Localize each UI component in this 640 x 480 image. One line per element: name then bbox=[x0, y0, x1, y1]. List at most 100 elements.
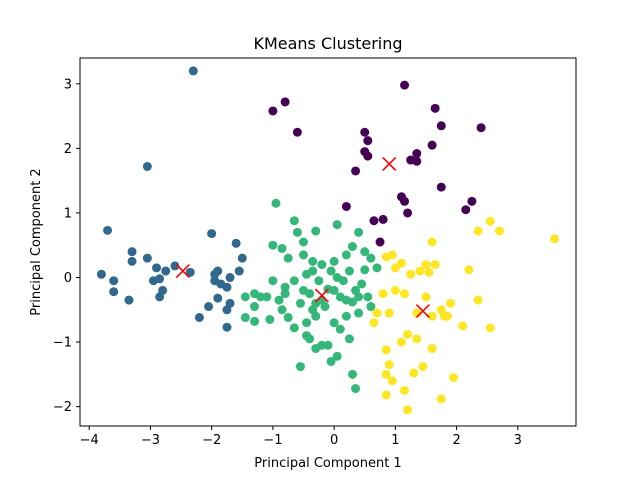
data-point bbox=[400, 80, 410, 90]
centroid-marker bbox=[314, 288, 329, 303]
data-point bbox=[338, 276, 348, 286]
data-point bbox=[109, 287, 119, 297]
data-point bbox=[344, 334, 354, 344]
data-point bbox=[430, 260, 440, 270]
x-tick-label: −2 bbox=[202, 433, 221, 448]
data-point bbox=[430, 103, 440, 113]
data-point bbox=[152, 263, 162, 273]
data-point bbox=[225, 273, 235, 283]
data-point bbox=[311, 344, 321, 354]
data-point bbox=[332, 220, 342, 230]
data-point bbox=[360, 265, 370, 275]
data-point bbox=[378, 214, 388, 224]
data-point bbox=[354, 227, 364, 237]
data-point bbox=[240, 292, 250, 302]
data-point bbox=[142, 161, 152, 171]
data-point bbox=[476, 123, 486, 133]
data-point bbox=[445, 298, 455, 308]
data-point bbox=[485, 323, 495, 333]
data-point bbox=[418, 362, 428, 372]
centroid-marker bbox=[175, 263, 190, 279]
data-point bbox=[387, 376, 397, 386]
x-tick-label: −4 bbox=[80, 433, 99, 448]
data-point bbox=[436, 121, 446, 131]
data-point bbox=[381, 345, 391, 355]
data-point bbox=[381, 390, 391, 400]
x-tick-label: 1 bbox=[391, 433, 399, 448]
data-point bbox=[403, 208, 413, 218]
data-point bbox=[360, 247, 370, 257]
data-point bbox=[308, 256, 318, 266]
data-point bbox=[427, 237, 437, 247]
plot-frame bbox=[79, 57, 577, 427]
data-point bbox=[332, 351, 342, 361]
x-tick-label: 3 bbox=[514, 433, 522, 448]
data-point bbox=[347, 242, 357, 252]
data-point bbox=[415, 266, 425, 276]
x-axis-ticks: −4 −3 −2 −1 0 1 2 3 bbox=[80, 426, 522, 448]
data-point bbox=[317, 260, 327, 270]
data-point bbox=[295, 298, 305, 308]
data-point bbox=[400, 385, 410, 395]
chart-title: KMeans Clustering bbox=[253, 34, 402, 53]
data-point bbox=[155, 274, 165, 284]
centroids-layer bbox=[175, 156, 430, 319]
data-point bbox=[458, 321, 468, 331]
data-point bbox=[363, 292, 373, 302]
data-point bbox=[381, 369, 391, 379]
data-point bbox=[277, 305, 287, 315]
data-point bbox=[185, 267, 195, 277]
data-point bbox=[283, 253, 293, 263]
data-point bbox=[412, 334, 422, 344]
y-tick-label: 1 bbox=[64, 206, 72, 221]
data-point bbox=[127, 256, 137, 266]
data-point bbox=[289, 216, 299, 226]
y-axis-ticks: −2 −1 0 1 2 3 bbox=[53, 77, 80, 415]
data-point bbox=[302, 269, 312, 279]
data-point bbox=[461, 205, 471, 215]
data-point bbox=[363, 136, 373, 146]
data-point bbox=[347, 369, 357, 379]
data-point bbox=[240, 313, 250, 323]
y-tick-label: −1 bbox=[53, 336, 72, 351]
data-point bbox=[390, 285, 400, 295]
data-point bbox=[311, 226, 321, 236]
data-point bbox=[473, 295, 483, 305]
data-point bbox=[436, 182, 446, 192]
x-tick-label: −1 bbox=[263, 433, 282, 448]
y-tick-label: 3 bbox=[64, 77, 72, 92]
data-point bbox=[277, 243, 287, 253]
data-point bbox=[357, 279, 367, 289]
data-point bbox=[403, 329, 413, 339]
data-point bbox=[341, 250, 351, 260]
data-point bbox=[234, 266, 244, 276]
data-point bbox=[222, 322, 232, 332]
data-point bbox=[369, 318, 379, 328]
data-point bbox=[127, 247, 137, 257]
data-point bbox=[369, 216, 379, 226]
data-point bbox=[305, 289, 315, 299]
data-point bbox=[314, 276, 324, 286]
data-point bbox=[390, 263, 400, 273]
data-point bbox=[308, 305, 318, 315]
data-point bbox=[320, 302, 330, 312]
data-point bbox=[351, 166, 361, 176]
data-point bbox=[360, 127, 370, 137]
data-point bbox=[421, 292, 431, 302]
data-point bbox=[439, 311, 449, 321]
data-point bbox=[329, 256, 339, 266]
data-point bbox=[213, 266, 223, 276]
data-point bbox=[210, 276, 220, 286]
data-point bbox=[265, 314, 275, 324]
data-point bbox=[204, 302, 214, 312]
data-point bbox=[467, 196, 477, 206]
x-axis-label: Principal Component 1 bbox=[254, 456, 401, 471]
y-tick-label: −2 bbox=[53, 400, 72, 415]
data-point bbox=[372, 263, 382, 273]
data-point bbox=[424, 267, 434, 277]
data-point bbox=[366, 253, 376, 263]
data-point bbox=[436, 394, 446, 404]
data-point bbox=[375, 237, 385, 247]
data-point bbox=[427, 311, 437, 321]
